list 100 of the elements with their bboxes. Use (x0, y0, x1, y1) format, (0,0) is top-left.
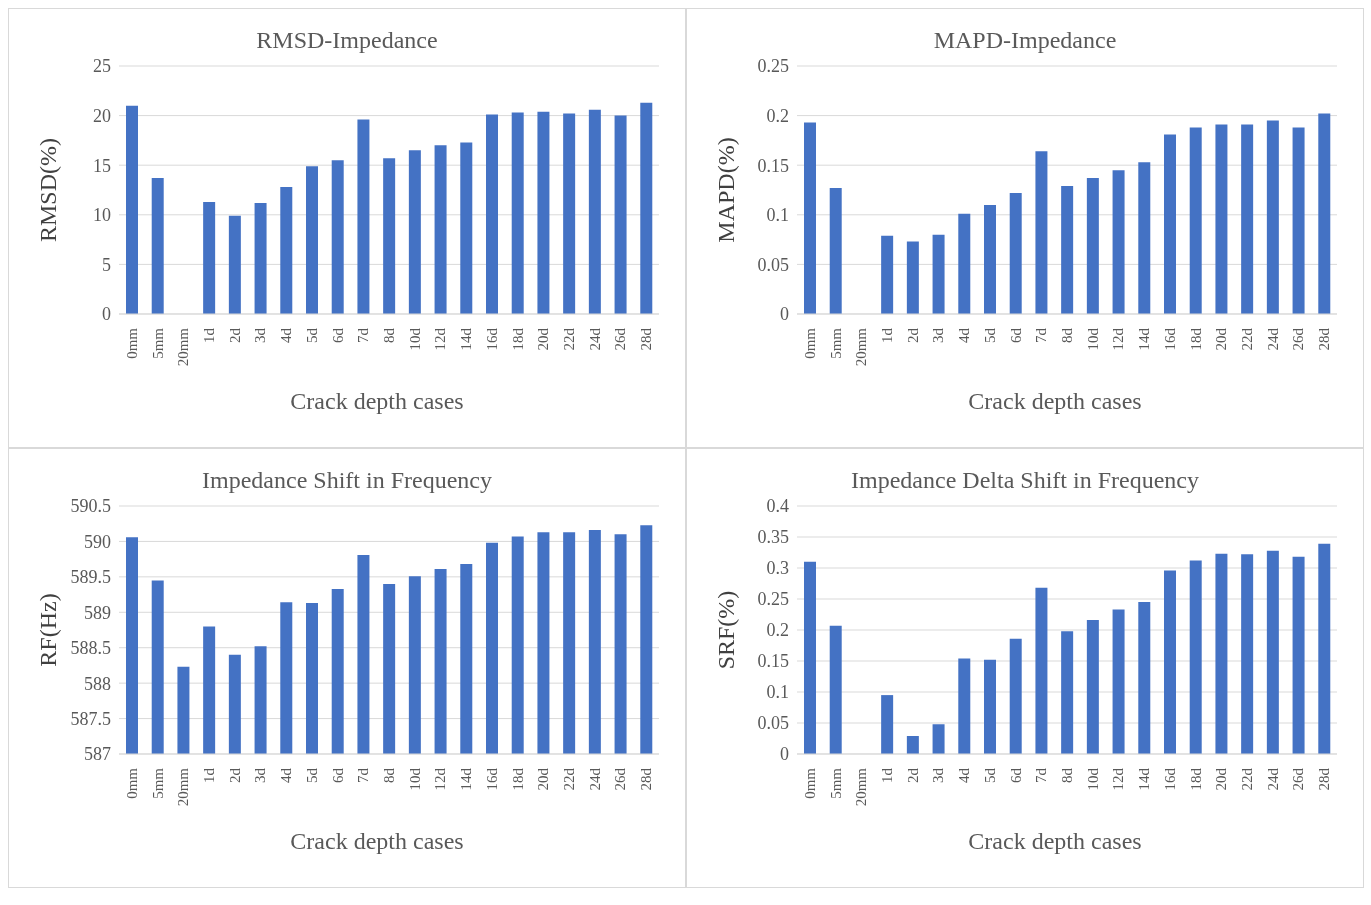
x-tick-label: 6d (1007, 327, 1024, 343)
y-tick-label: 0.05 (757, 254, 789, 275)
x-tick-label: 16d (483, 327, 500, 351)
x-tick-label: 22d (561, 327, 577, 351)
bar (1009, 638, 1022, 754)
x-tick-label: 20mm (853, 767, 870, 807)
x-tick-label: 22d (1239, 327, 1255, 351)
x-axis-title: Crack depth cases (967, 388, 1143, 415)
x-tick-label: 20d (535, 327, 552, 351)
bar (804, 561, 816, 754)
y-axis-title: MAPD(%) (712, 137, 739, 243)
bar (829, 188, 842, 314)
bar (203, 201, 216, 314)
bar (1009, 192, 1022, 314)
x-tick-label: 18d (509, 327, 526, 351)
y-tick-label: 5 (102, 254, 111, 275)
bar (357, 119, 370, 314)
bar (881, 235, 894, 314)
bar (280, 187, 293, 314)
bar (1112, 609, 1125, 754)
bar (1292, 127, 1305, 314)
y-tick-label: 0.3 (766, 558, 789, 579)
y-tick-label: 0.05 (757, 713, 789, 734)
y-tick-label: 0.35 (757, 527, 789, 548)
x-tick-label: 7d (1033, 767, 1050, 783)
bar (1138, 602, 1151, 754)
bar (434, 145, 447, 314)
x-tick-label: 3d (252, 767, 269, 783)
y-tick-label: 0.25 (757, 589, 789, 610)
x-tick-label: 18d (1187, 767, 1204, 791)
x-tick-label: 5mm (827, 767, 844, 799)
y-tick-label: 588 (84, 673, 111, 694)
bar (563, 113, 576, 314)
bar (383, 158, 396, 314)
x-tick-label: 28d (638, 767, 655, 791)
bar (1112, 170, 1125, 314)
x-tick-label: 26d (612, 767, 629, 791)
chart-title: RMSD-Impedance (255, 27, 439, 54)
y-tick-label: 25 (93, 56, 111, 77)
bar (1318, 543, 1331, 754)
bar (1035, 587, 1048, 754)
bar (958, 213, 971, 314)
x-tick-label: 5d (303, 327, 320, 343)
x-tick-label: 12d (432, 327, 449, 351)
y-tick-label: 0.2 (766, 620, 789, 641)
x-tick-label: 2d (226, 767, 243, 783)
x-tick-label: 8d (381, 767, 397, 783)
x-tick-label: 0mm (123, 327, 140, 359)
x-tick-label: 22d (561, 767, 577, 791)
bar (1164, 134, 1176, 314)
x-tick-label: 8d (1059, 327, 1075, 343)
bar (460, 142, 473, 314)
x-tick-label: 2d (226, 327, 243, 343)
x-tick-label: 4d (278, 327, 295, 343)
y-tick-label: 15 (93, 155, 111, 176)
x-tick-label: 14d (1136, 327, 1153, 351)
x-tick-label: 22d (1239, 767, 1255, 791)
y-tick-label: 0.1 (766, 682, 789, 703)
bar (1061, 186, 1074, 314)
bar (1189, 127, 1202, 314)
x-axis-title: Crack depth cases (289, 828, 465, 855)
y-tick-label: 587.5 (70, 708, 111, 729)
x-tick-label: 6d (329, 767, 346, 783)
x-tick-label: 28d (1316, 767, 1333, 791)
bar (640, 102, 653, 314)
x-tick-label: 24d (1264, 767, 1281, 791)
x-tick-label: 6d (1007, 767, 1024, 783)
x-tick-label: 14d (458, 767, 475, 791)
x-tick-label: 6d (329, 327, 346, 343)
x-tick-label: 14d (458, 327, 475, 351)
bar (1086, 178, 1099, 314)
x-tick-label: 20mm (853, 327, 870, 367)
bar (958, 658, 971, 754)
bar (151, 178, 164, 314)
y-tick-label: 0.15 (757, 651, 789, 672)
x-tick-label: 26d (612, 327, 629, 351)
x-tick-label: 18d (509, 767, 526, 791)
y-tick-label: 10 (93, 205, 111, 226)
bar (1266, 550, 1279, 754)
x-tick-label: 8d (381, 327, 397, 343)
bar (1215, 553, 1228, 754)
x-tick-label: 3d (252, 327, 269, 343)
bar (1241, 554, 1254, 754)
y-tick-label: 587 (84, 744, 111, 765)
x-tick-label: 24d (586, 327, 603, 351)
x-tick-label: 12d (432, 767, 449, 791)
x-axis-title: Crack depth cases (967, 828, 1143, 855)
bar (1215, 124, 1228, 314)
y-axis-title: RF(Hz) (34, 593, 61, 667)
x-tick-label: 12d (1110, 327, 1127, 351)
x-tick-label: 2d (904, 327, 921, 343)
x-tick-label: 7d (1033, 327, 1050, 343)
y-tick-label: 0.25 (757, 56, 789, 77)
x-tick-label: 18d (1187, 327, 1204, 351)
chart-title: Impedance Shift in Frequency (201, 467, 493, 494)
bar (906, 736, 919, 754)
x-tick-label: 10d (406, 327, 423, 351)
y-tick-label: 0.15 (757, 155, 789, 176)
x-tick-label: 24d (586, 767, 603, 791)
x-tick-label: 1d (879, 767, 895, 783)
